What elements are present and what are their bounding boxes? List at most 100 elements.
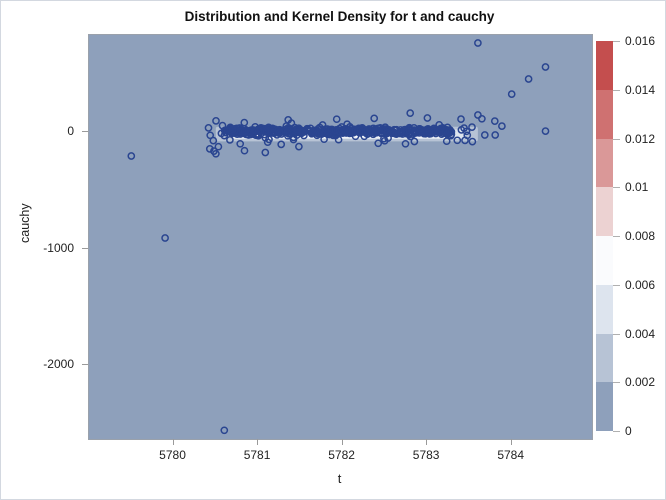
scatter-point (212, 117, 220, 125)
scatter-point (460, 124, 468, 132)
scatter-point (374, 139, 383, 148)
scatter-point (361, 128, 370, 136)
scatter-point (277, 140, 286, 149)
legend-tick-label: 0.008 (625, 229, 656, 243)
legend-band (596, 284, 613, 334)
scatter-point (410, 126, 419, 134)
legend-tick (613, 333, 620, 335)
x-tick-label: 5782 (328, 448, 355, 462)
scatter-point (293, 126, 302, 134)
x-tick (257, 439, 259, 445)
legend-tick (613, 187, 620, 189)
legend-band (596, 187, 613, 236)
legend-tick-label: 0.014 (625, 82, 656, 97)
scatter-point (321, 125, 330, 133)
legend-tick-label: 0 (625, 424, 632, 438)
scatter-point (498, 122, 506, 130)
legend-tick (613, 431, 620, 432)
x-tick (341, 439, 343, 445)
scatter-point (468, 137, 477, 146)
density-background (89, 35, 592, 439)
scatter-point (226, 136, 234, 144)
scatter-point (474, 111, 482, 119)
scatter-point (491, 131, 500, 139)
legend-tick (613, 41, 620, 42)
scatter-point (305, 127, 313, 135)
scatter-point (357, 127, 366, 136)
x-tick-label: 5783 (412, 448, 440, 462)
scatter-point (401, 139, 410, 148)
scatter-point (254, 126, 263, 135)
scatter-point (541, 63, 550, 71)
scatter-point (335, 127, 344, 136)
x-tick (172, 439, 174, 445)
legend-tick (613, 138, 620, 140)
x-axis-label: t (337, 471, 342, 486)
scatter-point (410, 137, 419, 146)
legend-tick-label: 0.002 (625, 375, 656, 390)
legend-tick (613, 382, 620, 384)
scatter-point (435, 127, 444, 136)
scatter-point (423, 114, 432, 122)
y-tick (82, 247, 88, 249)
scatter-point (275, 128, 284, 137)
y-tick-label: -2000 (43, 357, 74, 372)
scatter-point (468, 123, 476, 131)
scatter-point (457, 115, 465, 123)
scatter-point (220, 426, 229, 435)
scatter-point (240, 146, 249, 155)
chart-title: Distribution and Kernel Density for t an… (184, 9, 495, 24)
x-tick-label: 5781 (243, 448, 271, 462)
legend-band (596, 236, 613, 285)
scatter-point (214, 142, 223, 151)
legend-band (596, 41, 613, 90)
y-tick (82, 131, 88, 133)
legend-band (596, 89, 613, 139)
scatter-point (127, 152, 136, 160)
scatter-point (227, 129, 236, 138)
scatter-point (507, 90, 516, 98)
scatter-point (331, 126, 340, 135)
x-tick-label: 5780 (159, 448, 186, 462)
scatter-point (478, 114, 486, 123)
y-tick (82, 364, 88, 366)
legend-band (596, 138, 613, 188)
x-tick-label: 5784 (497, 448, 525, 462)
y-tick-label: -1000 (43, 240, 74, 255)
scatter-point (204, 124, 213, 132)
x-tick (510, 439, 512, 445)
scatter-point (261, 148, 270, 157)
scatter-point (250, 126, 259, 135)
scatter-point (205, 145, 214, 153)
scatter-point (524, 75, 533, 83)
scatter-point (283, 128, 292, 137)
scatter-point (442, 137, 451, 146)
plot-canvas (89, 35, 592, 439)
scatter-point (292, 131, 301, 140)
scatter-point (370, 114, 379, 123)
scatter-point (295, 142, 303, 151)
scatter-point (320, 129, 329, 138)
plot-area (88, 34, 593, 440)
legend-tick-label: 0.016 (625, 34, 656, 48)
legend-tick-label: 0.004 (625, 326, 656, 341)
legend-band (596, 382, 613, 431)
scatter-point (541, 127, 550, 135)
legend-tick-label: 0.012 (625, 131, 656, 146)
legend-tick (613, 89, 620, 91)
scatter-point (265, 135, 273, 144)
scatter-point (405, 126, 414, 135)
scatter-point (490, 117, 499, 125)
x-tick (426, 439, 428, 445)
scatter-point (242, 126, 250, 135)
legend-tick (613, 236, 620, 237)
scatter-point (228, 125, 237, 134)
scatter-point (480, 131, 489, 139)
scatter-point (209, 136, 218, 145)
scatter-point (334, 135, 343, 144)
scatter-point (210, 147, 218, 155)
scatter-point (372, 125, 380, 133)
legend-tick (613, 284, 620, 286)
y-axis-label: cauchy (17, 203, 32, 243)
